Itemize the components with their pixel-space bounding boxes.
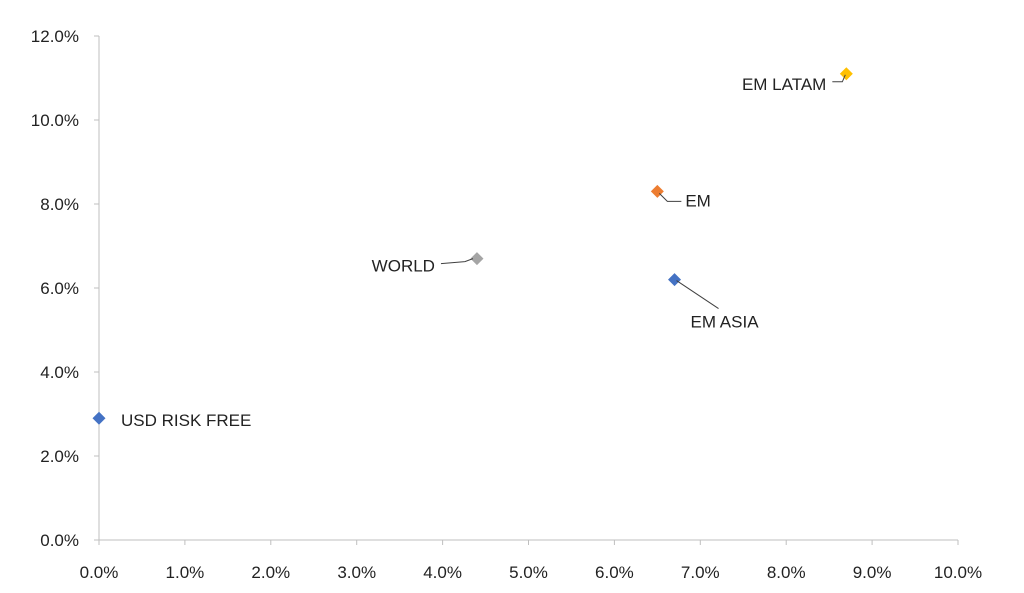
x-tick-label: 9.0% [853,563,892,582]
data-point-label: EM [685,191,711,210]
x-tick-label: 8.0% [767,563,806,582]
axes [98,36,958,541]
data-point-label: WORLD [372,257,435,276]
leader-line [676,280,719,310]
y-tick-label: 4.0% [40,363,79,382]
data-point-marker [668,273,682,287]
data-point-marker [470,252,484,266]
y-tick-label: 0.0% [40,531,79,550]
y-tick-label: 12.0% [31,27,79,46]
x-tick-label: 6.0% [595,563,634,582]
data-labels: USD RISK FREE WORLD EM EM ASIA EM LATAM [121,74,846,430]
leader-line [658,193,682,202]
leader-line [440,258,474,265]
x-tick-label: 4.0% [423,563,462,582]
y-tick-label: 2.0% [40,447,79,466]
data-point-label: EM ASIA [691,313,760,332]
data-point-marker [92,411,106,425]
data-point-label: USD RISK FREE [121,411,251,430]
x-tick-label: 7.0% [681,563,720,582]
y-tick-label: 6.0% [40,279,79,298]
data-points [92,67,853,425]
x-tick-label: 1.0% [166,563,205,582]
x-tick-label: 0.0% [80,563,119,582]
data-point-marker [839,67,853,81]
leader-line [832,74,846,83]
data-point-label: EM LATAM [742,75,826,94]
x-tick-label: 5.0% [509,563,548,582]
x-tick-label: 3.0% [337,563,376,582]
y-tick-label: 10.0% [31,111,79,130]
x-axis-ticks: 0.0% 1.0% 2.0% 3.0% 4.0% 5.0% 6.0% 7.0% 8.0% 9.0%… [80,540,982,582]
y-axis-ticks: 0.0% 2.0% 4.0% 6.0% 8.0% 10.0% 12.0% [31,27,99,550]
x-tick-label: 2.0% [251,563,290,582]
x-tick-label: 10.0% [934,563,982,582]
y-tick-label: 8.0% [40,195,79,214]
